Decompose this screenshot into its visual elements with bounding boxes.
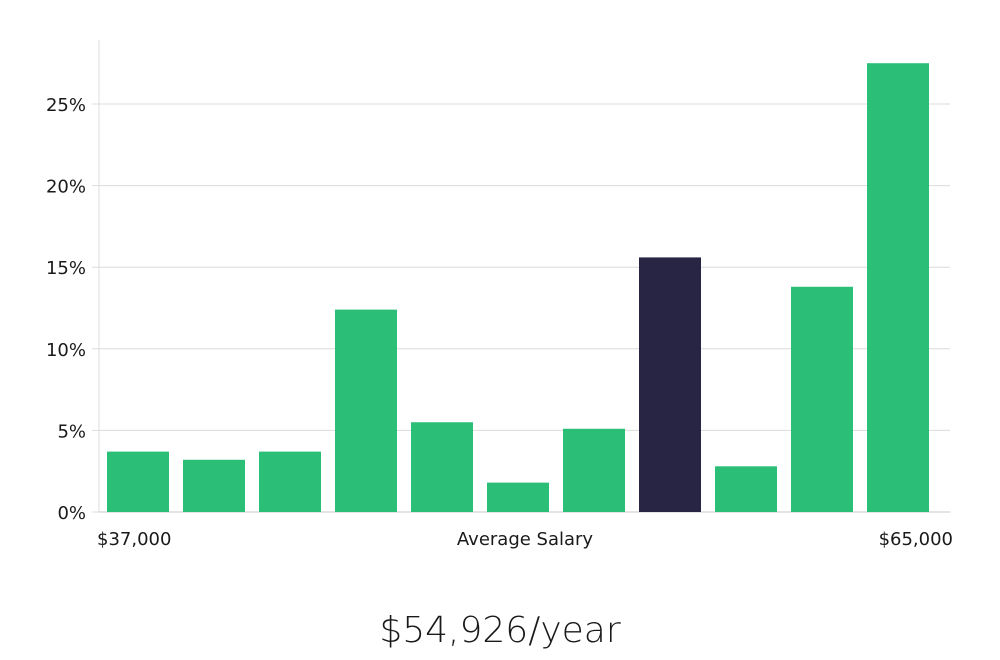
bar (259, 451, 321, 512)
y-tick-label: 20% (46, 177, 86, 198)
bar (791, 286, 853, 512)
bar (107, 451, 169, 512)
bar (867, 63, 929, 512)
chart-svg: 0% 5% 10% 15% 20% 25% (46, 40, 950, 524)
bar-highlight (639, 257, 701, 512)
y-tick-label: 0% (57, 503, 86, 524)
y-tick-label: 15% (46, 258, 86, 279)
y-tick-labels: 0% 5% 10% 15% 20% 25% (46, 95, 86, 524)
y-tick-label: 25% (46, 95, 86, 116)
y-tick-label: 10% (46, 340, 86, 361)
x-axis-title: Average Salary (456, 529, 594, 550)
bar (487, 482, 549, 512)
bar (563, 428, 625, 512)
bars (107, 63, 929, 512)
bar (183, 459, 245, 512)
x-axis-min-label: $37,000 (97, 529, 172, 550)
average-salary-headline: $54,926/year (379, 610, 621, 651)
bar (715, 466, 777, 512)
bar (335, 309, 397, 512)
salary-chart: 0% 5% 10% 15% 20% 25% $37,000 Average Salary … (46, 40, 953, 550)
bar (411, 422, 473, 512)
y-tick-label: 5% (57, 421, 86, 442)
x-axis-max-label: $65,000 (878, 529, 953, 550)
